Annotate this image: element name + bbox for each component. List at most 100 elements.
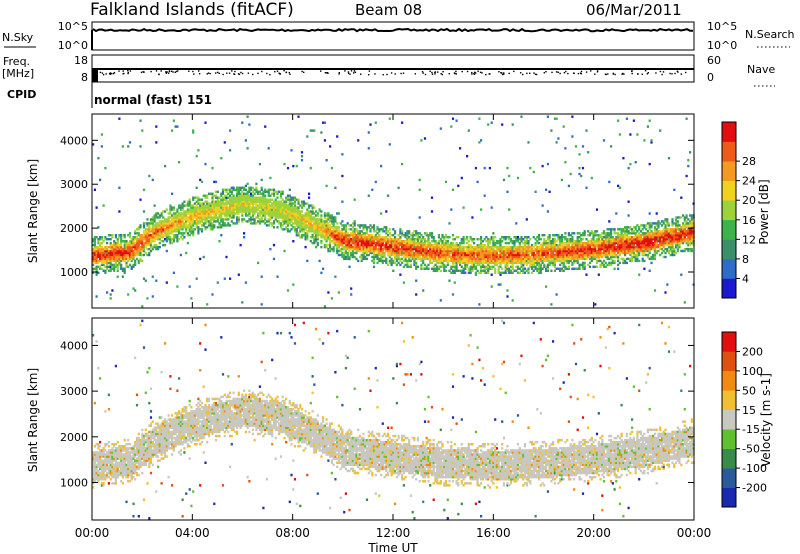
power-cell bbox=[130, 245, 133, 249]
power-cell bbox=[125, 253, 128, 257]
power-cell bbox=[617, 243, 620, 247]
power-cell bbox=[394, 247, 397, 251]
power-cell bbox=[432, 238, 435, 241]
power-cell bbox=[420, 267, 423, 270]
power-cell bbox=[116, 263, 119, 267]
power-cell bbox=[634, 161, 637, 164]
power-cell bbox=[113, 267, 116, 270]
power-cell bbox=[636, 255, 639, 259]
power-cell bbox=[546, 253, 549, 257]
power-cell bbox=[281, 218, 284, 221]
nave-point bbox=[167, 72, 170, 74]
power-cell bbox=[415, 263, 418, 267]
power-cell bbox=[302, 218, 305, 221]
power-cell bbox=[439, 247, 442, 251]
power-cell bbox=[401, 240, 404, 243]
power-cell bbox=[192, 214, 195, 217]
power-cell bbox=[518, 255, 521, 259]
power-cell bbox=[95, 265, 98, 268]
power-cell bbox=[281, 198, 284, 201]
power-cell bbox=[597, 243, 600, 247]
power-cell bbox=[183, 224, 186, 227]
power-cell bbox=[471, 255, 474, 259]
power-cell bbox=[176, 125, 179, 128]
power-cell bbox=[207, 216, 211, 219]
power-cell bbox=[390, 247, 393, 251]
power-cell bbox=[279, 210, 283, 213]
power-cell bbox=[158, 220, 161, 223]
power-cell bbox=[300, 218, 304, 221]
power-cell bbox=[425, 267, 428, 270]
power-cell bbox=[548, 245, 551, 249]
power-cell bbox=[564, 247, 567, 251]
power-cell bbox=[604, 247, 607, 251]
power-cell bbox=[488, 245, 491, 249]
power-cell bbox=[185, 222, 188, 225]
power-cell bbox=[625, 230, 628, 233]
power-cell bbox=[229, 129, 232, 132]
power-cell bbox=[288, 216, 291, 219]
power-cell bbox=[225, 194, 228, 197]
power-cell bbox=[130, 251, 133, 255]
power-cell bbox=[624, 226, 627, 229]
power-cell bbox=[146, 222, 149, 225]
power-cell bbox=[618, 251, 621, 255]
power-cell bbox=[271, 216, 274, 219]
power-cell bbox=[100, 133, 103, 136]
power-cell bbox=[523, 257, 527, 261]
power-cell bbox=[174, 216, 177, 219]
power-cell bbox=[511, 259, 514, 263]
power-cell bbox=[436, 241, 439, 245]
power-cell bbox=[420, 240, 423, 243]
power-cell bbox=[341, 232, 344, 235]
power-cell bbox=[251, 206, 254, 209]
power-cell bbox=[255, 222, 258, 225]
power-cell bbox=[214, 214, 218, 217]
power-cell bbox=[453, 251, 456, 255]
power-cell bbox=[258, 196, 261, 199]
power-cell bbox=[350, 253, 353, 257]
power-cell bbox=[323, 121, 326, 124]
power-cell bbox=[297, 115, 300, 118]
power-cell bbox=[197, 206, 200, 209]
power-cell bbox=[316, 220, 319, 223]
power-cell bbox=[336, 245, 339, 249]
power-cell bbox=[346, 222, 349, 225]
power-cell bbox=[480, 139, 483, 142]
power-cell bbox=[430, 253, 434, 257]
power-cell bbox=[508, 253, 511, 257]
power-cell bbox=[158, 232, 161, 235]
power-cell bbox=[339, 247, 342, 251]
power-cell bbox=[602, 232, 606, 235]
power-cell bbox=[360, 224, 363, 227]
power-cell bbox=[451, 234, 455, 237]
power-cell bbox=[464, 259, 467, 263]
power-cell bbox=[592, 247, 595, 251]
power-cell bbox=[378, 230, 381, 233]
power-cell bbox=[358, 240, 362, 243]
power-cell bbox=[127, 265, 130, 268]
power-cell bbox=[142, 277, 146, 280]
power-cell bbox=[232, 206, 235, 209]
power-cell bbox=[622, 228, 625, 231]
power-cell bbox=[567, 267, 570, 270]
power-cell bbox=[525, 247, 528, 251]
power-cell bbox=[292, 212, 295, 215]
power-cell bbox=[322, 228, 325, 231]
power-cell bbox=[162, 230, 165, 233]
power-cell bbox=[171, 218, 174, 221]
power-cell bbox=[401, 121, 404, 124]
power-cell bbox=[132, 265, 135, 268]
power-cell bbox=[176, 220, 179, 223]
power-cell bbox=[571, 236, 574, 239]
nave-point bbox=[160, 70, 162, 72]
power-cell bbox=[271, 206, 274, 209]
power-cell bbox=[174, 220, 177, 223]
nave-point bbox=[234, 70, 236, 73]
power-cell bbox=[408, 255, 411, 259]
power-cell bbox=[137, 249, 140, 253]
power-cell bbox=[211, 206, 214, 209]
power-cell bbox=[118, 249, 121, 253]
cpid-value: normal (fast) 151 bbox=[94, 93, 212, 107]
power-cell bbox=[306, 216, 309, 219]
